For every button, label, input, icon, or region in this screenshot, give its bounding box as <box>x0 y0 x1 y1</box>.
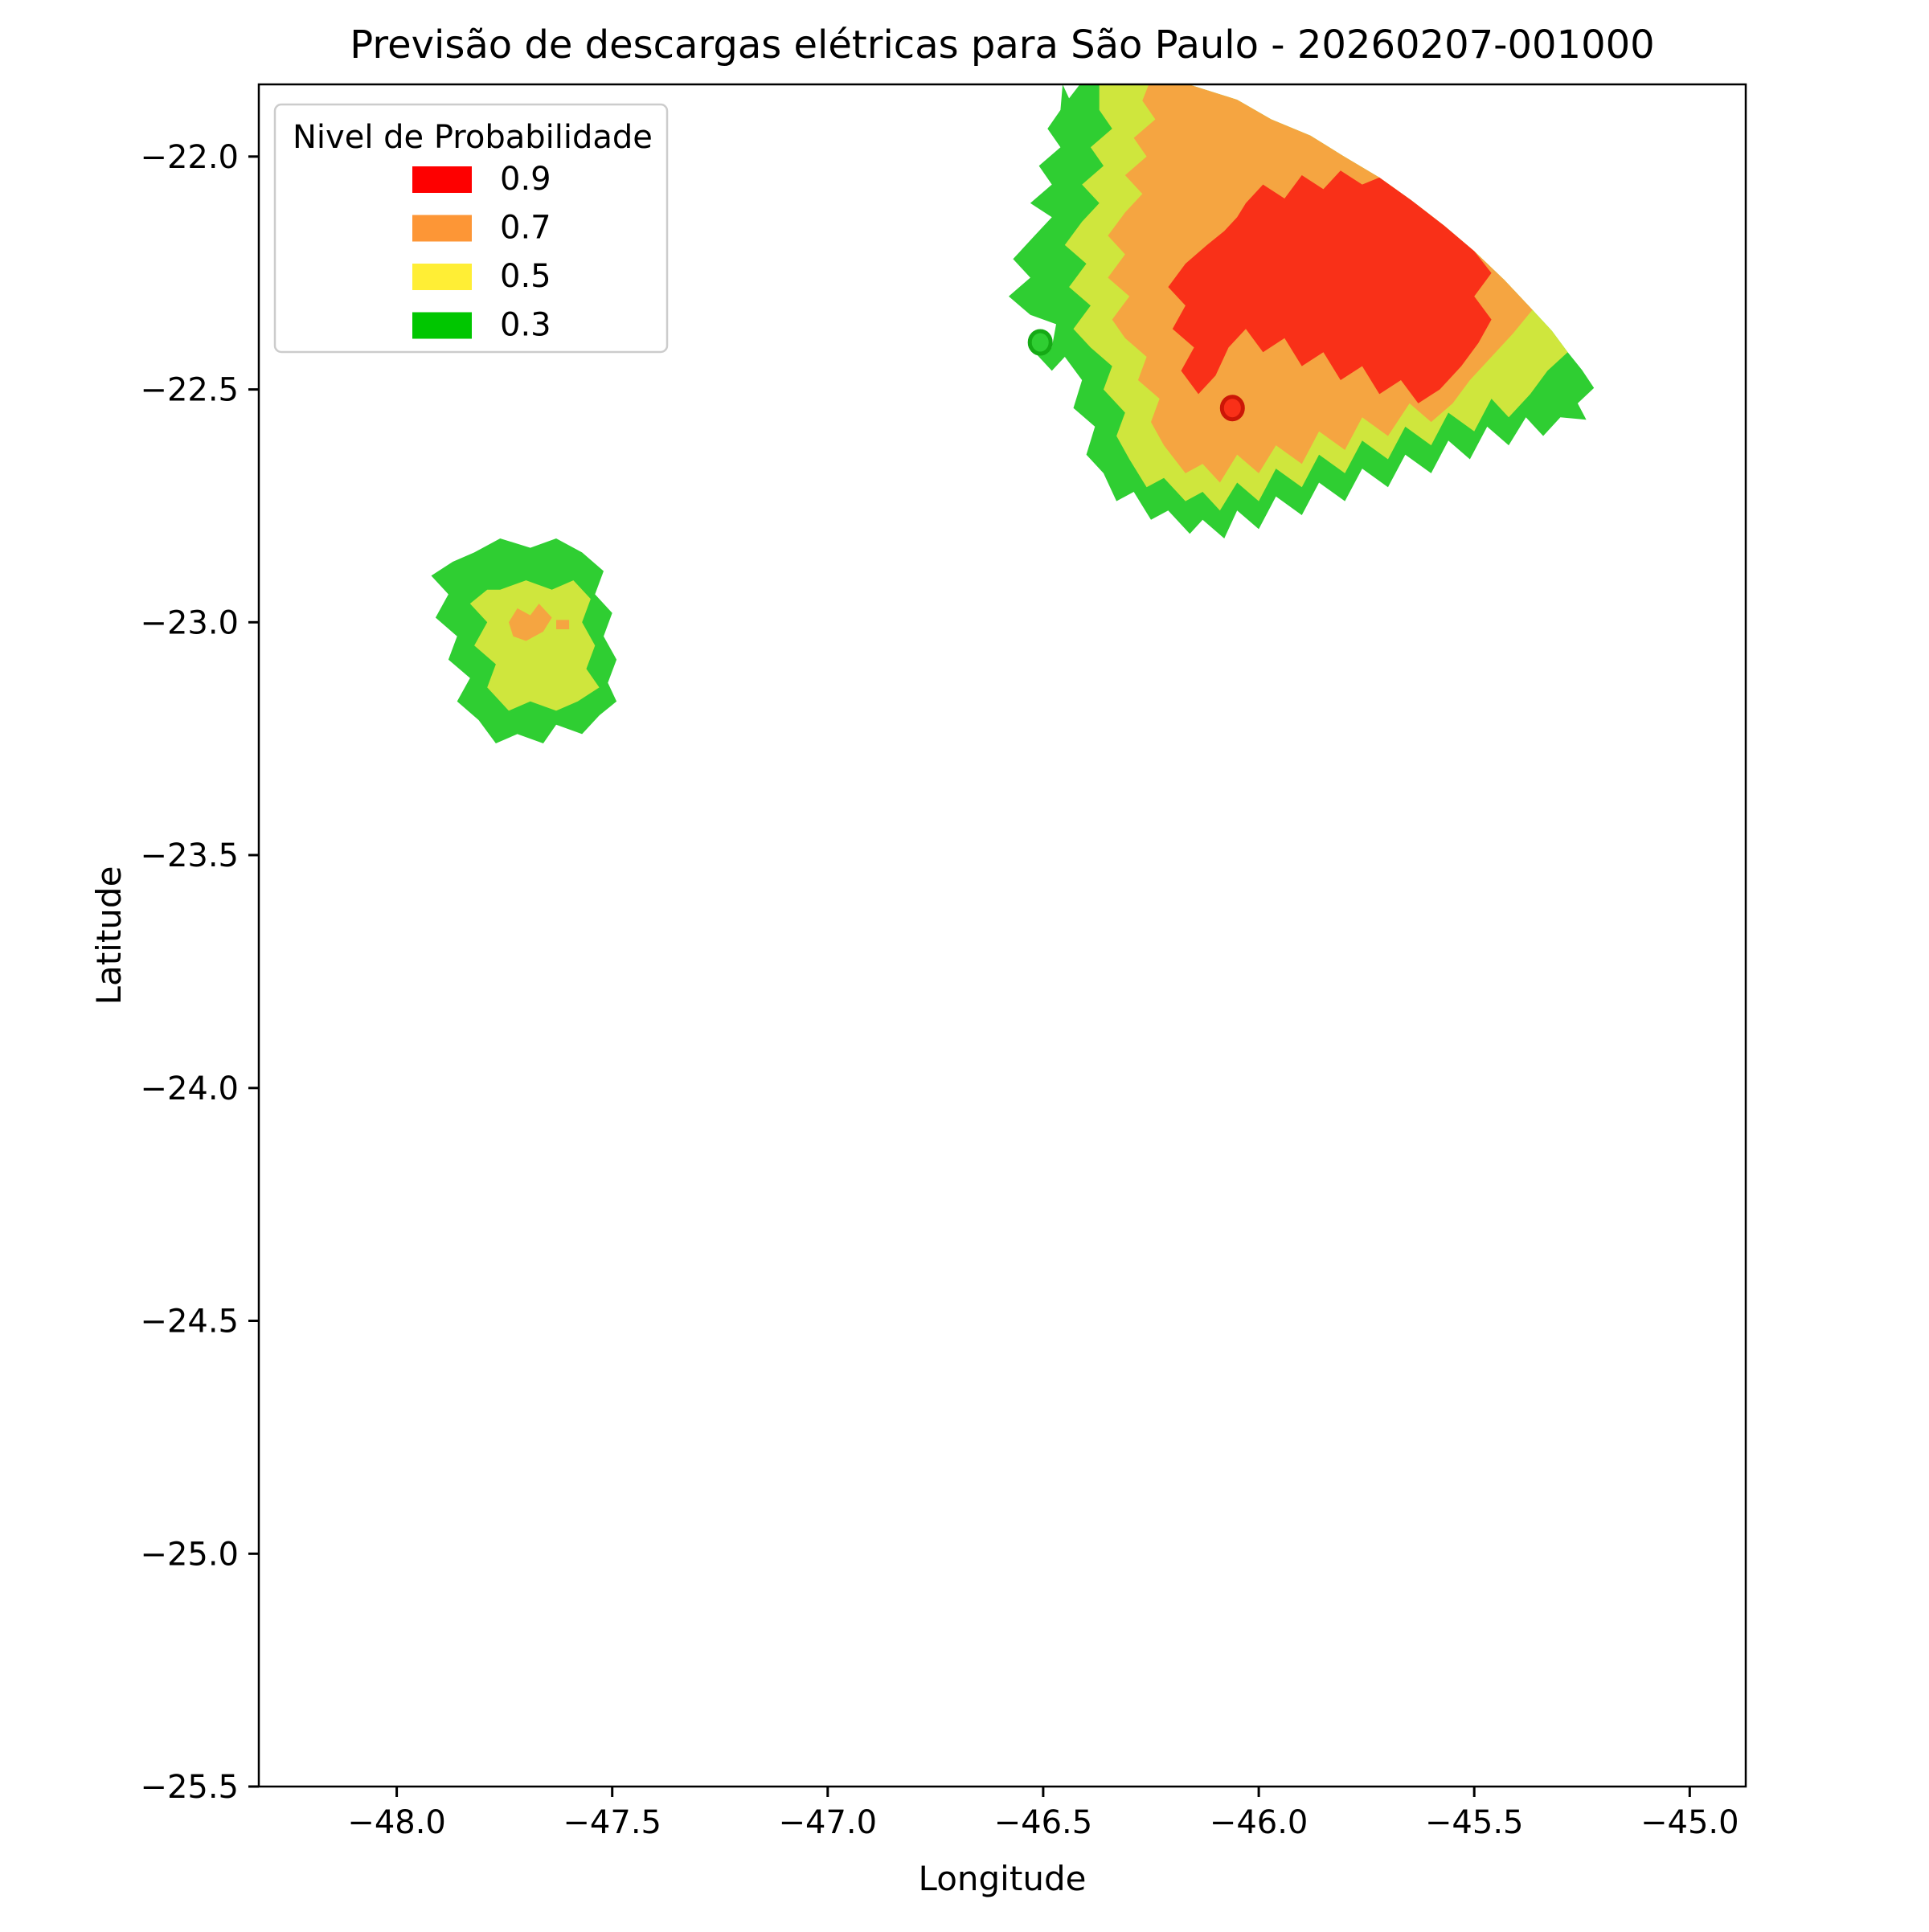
x-tick-label: −46.0 <box>1210 1804 1309 1841</box>
chart-title: Previsão de descargas elétricas para São… <box>350 23 1654 68</box>
station-marker-red <box>1219 395 1245 422</box>
y-tick-label: −22.0 <box>140 139 239 176</box>
y-tick-label: −24.5 <box>140 1304 239 1341</box>
legend-swatch-0.3 <box>412 312 472 339</box>
contour-region-main-cell-ge-0.9 <box>1168 170 1492 403</box>
legend-label-0.3: 0.3 <box>500 307 551 344</box>
legend-title: Nivel de Probabilidade <box>293 119 653 156</box>
legend-swatch-0.7 <box>412 215 472 242</box>
contour-region-west-cell-ge-0.5 <box>469 580 600 711</box>
legend-entries: 0.9 0.7 0.5 0.3 <box>412 161 551 344</box>
y-tick-label: −25.0 <box>140 1536 239 1573</box>
axes-frame <box>257 83 1747 1788</box>
x-tick-label: −48.0 <box>347 1804 446 1841</box>
legend-swatch-0.5 <box>412 264 472 290</box>
legend: Nivel de Probabilidade 0.9 0.7 0.5 0.3 <box>273 103 669 354</box>
contour-layer <box>431 84 1595 743</box>
legend-label-0.5: 0.5 <box>500 258 551 295</box>
legend-swatch-0.9 <box>412 166 472 193</box>
tick-layer: −48.0 −47.5 −47.0 −46.5 −46.0 −45.5 −45.0 −22.0… <box>140 139 1739 1841</box>
station-marker-green <box>1027 329 1053 356</box>
x-tick-label: −46.5 <box>994 1804 1093 1841</box>
legend-label-0.7: 0.7 <box>500 210 551 247</box>
y-tick-label: −23.5 <box>140 837 239 874</box>
x-tick-label: −47.5 <box>563 1804 661 1841</box>
x-tick-label: −45.0 <box>1640 1804 1739 1841</box>
contour-region-west-cell-ge-0.7-fragment <box>556 620 570 629</box>
x-axis-label: Longitude <box>919 1859 1087 1898</box>
y-tick-label: −24.0 <box>140 1070 239 1107</box>
legend-label-0.9: 0.9 <box>500 161 551 198</box>
y-tick-label: −22.5 <box>140 372 239 409</box>
y-tick-label: −25.5 <box>140 1769 239 1806</box>
x-tick-label: −45.5 <box>1425 1804 1524 1841</box>
contour-region-west-cell-ge-0.7 <box>509 604 552 641</box>
y-axis-label: Latitude <box>89 866 129 1005</box>
x-tick-label: −47.0 <box>779 1804 878 1841</box>
y-tick-label: −23.0 <box>140 604 239 641</box>
